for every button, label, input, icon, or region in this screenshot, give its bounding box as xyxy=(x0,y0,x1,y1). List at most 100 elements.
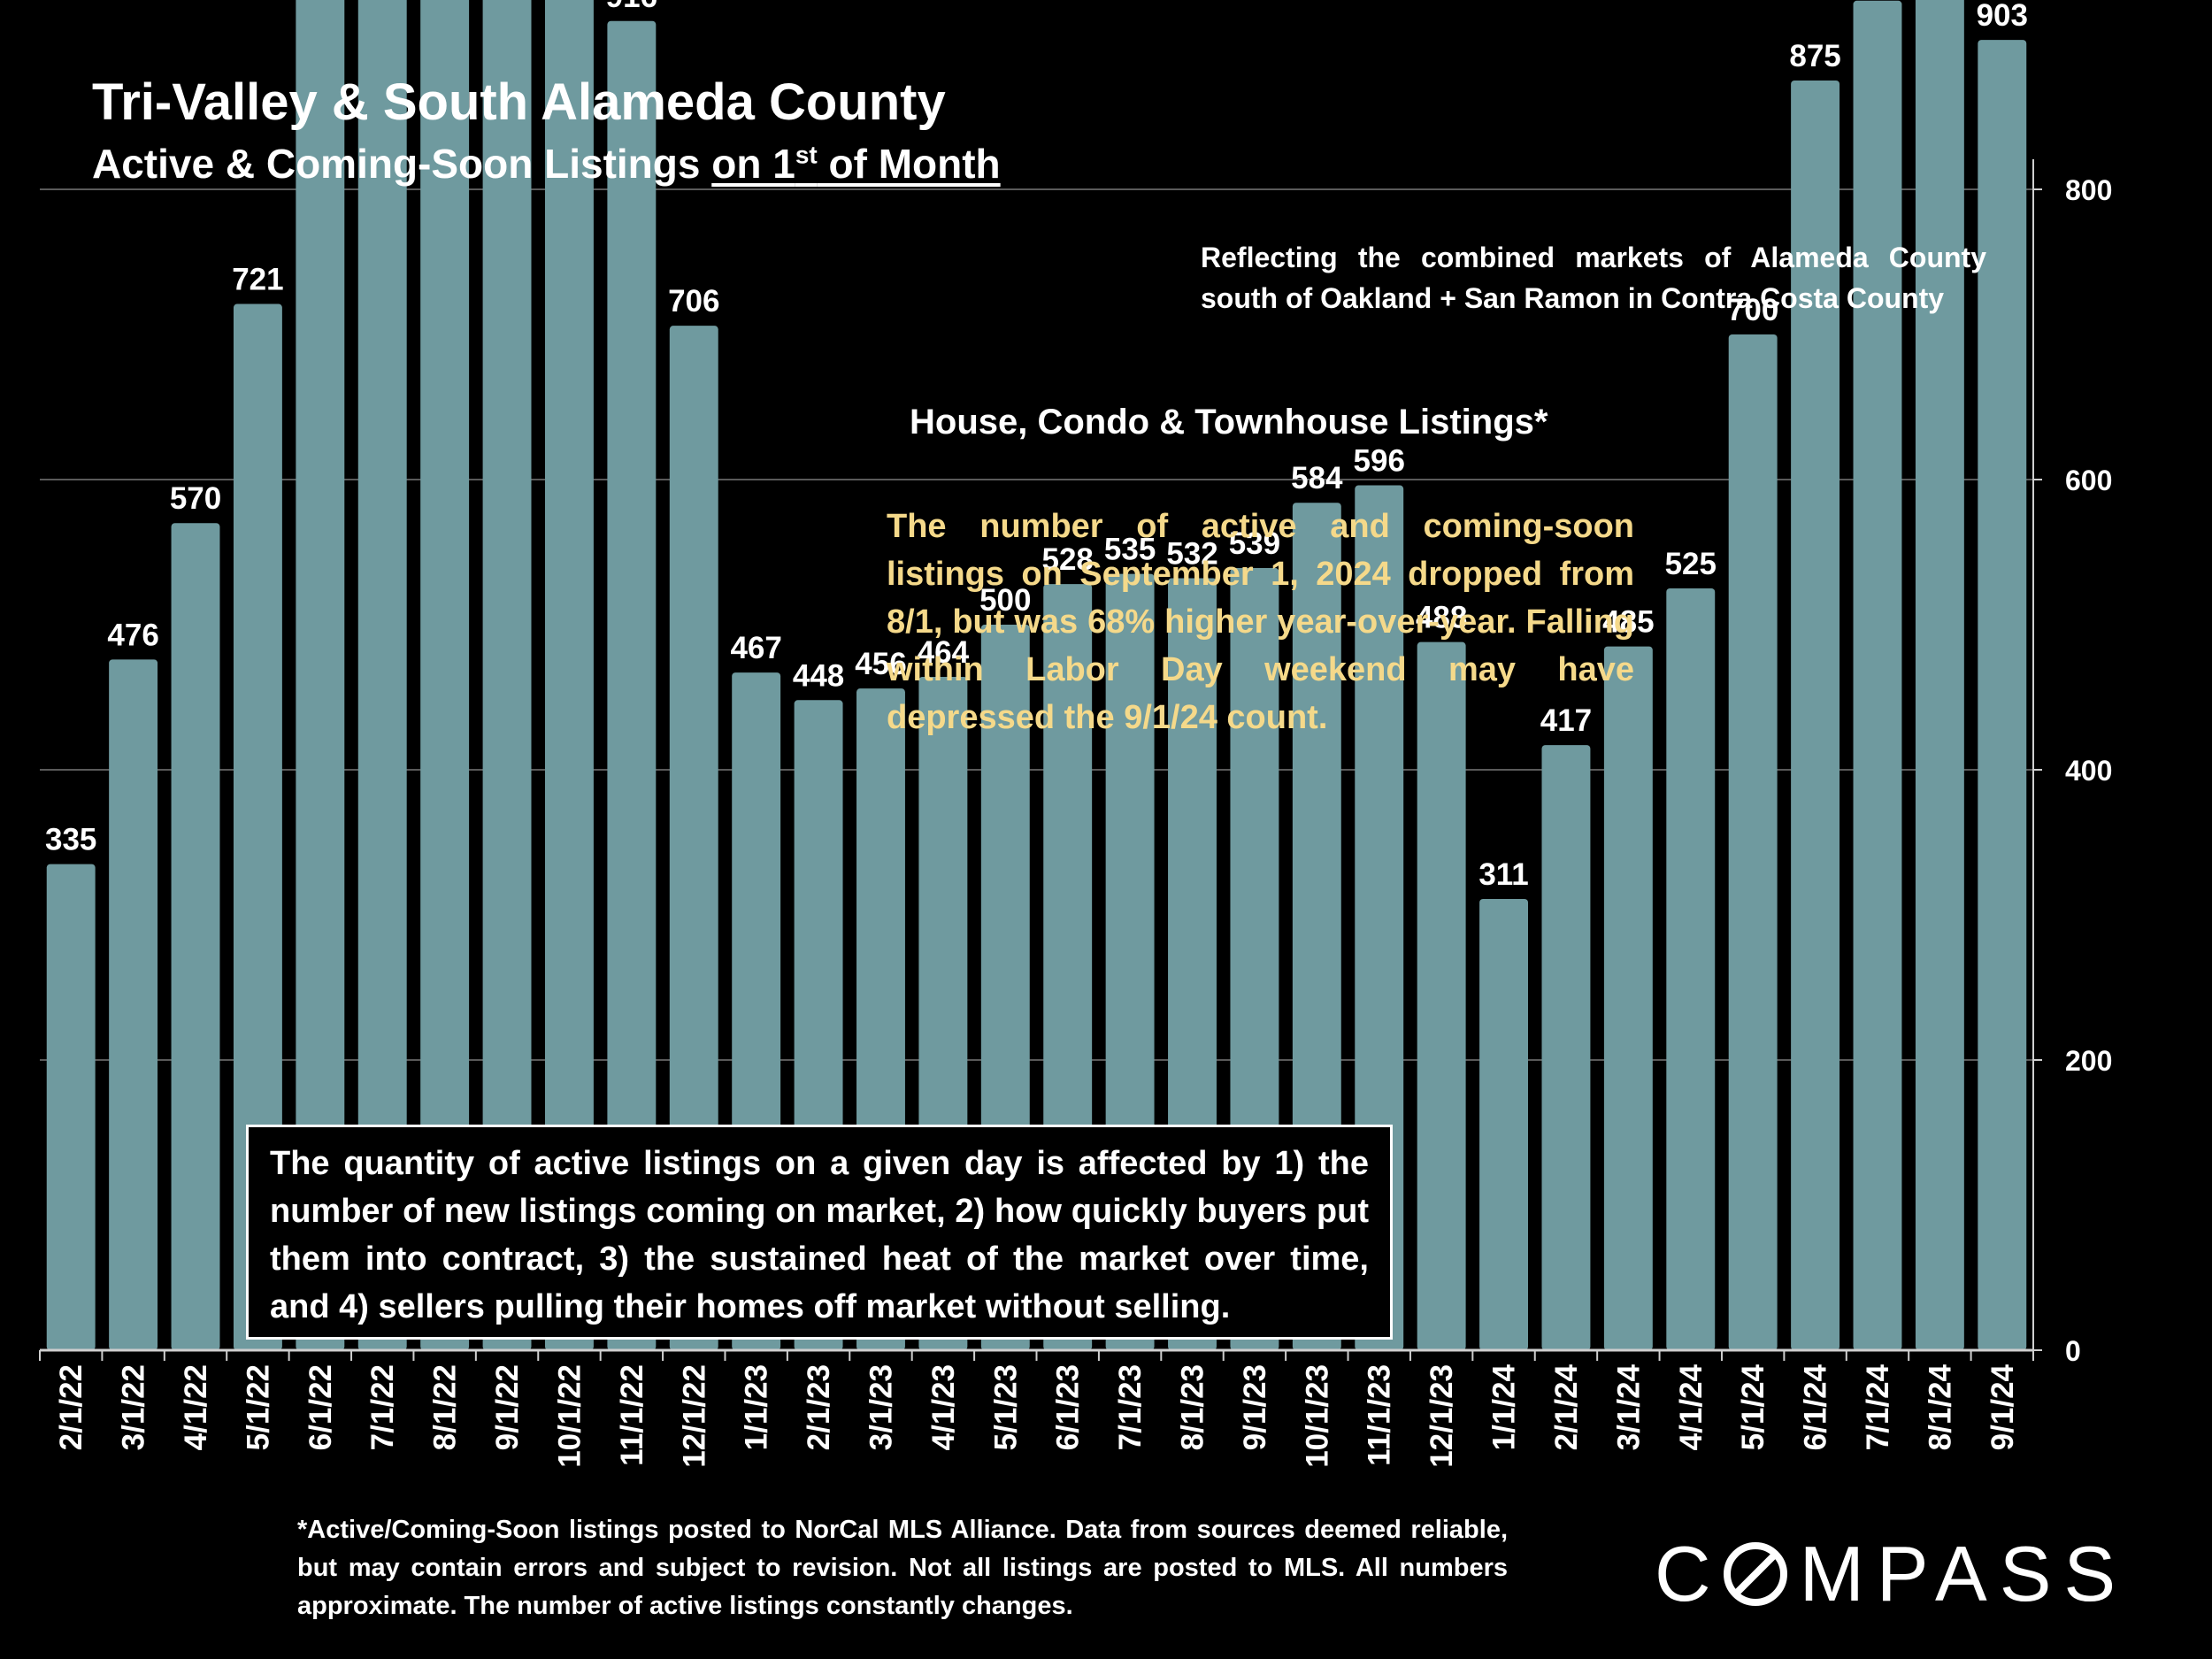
data-label: 584 xyxy=(1291,461,1343,495)
data-label: 596 xyxy=(1354,444,1405,479)
y-tick-label: 800 xyxy=(2065,174,2112,206)
subtitle-prefix: Active & Coming-Soon Listings xyxy=(92,141,712,187)
data-label: 500 xyxy=(979,583,1031,618)
bar xyxy=(669,326,718,1350)
bar xyxy=(296,0,345,1350)
x-tick-label: 7/1/23 xyxy=(1113,1364,1148,1450)
data-label: 875 xyxy=(1789,39,1840,73)
footnote: *Active/Coming-Soon listings posted to N… xyxy=(297,1516,1508,1620)
bar xyxy=(1479,898,1529,1350)
x-tick-label: 9/1/23 xyxy=(1238,1364,1272,1450)
bar xyxy=(1666,588,1716,1350)
x-tick-label: 2/1/24 xyxy=(1549,1363,1584,1450)
x-tick-label: 1/1/23 xyxy=(740,1364,774,1450)
data-label: 488 xyxy=(1416,601,1467,635)
subtitle-superscript: st xyxy=(795,141,818,169)
data-label: 464 xyxy=(918,635,970,670)
data-labels: 3354765707211,0581,3701,4391,1541,072916… xyxy=(45,0,2028,892)
chart-series-title: House, Condo & Townhouse Listings* xyxy=(910,403,1548,442)
x-tick-label: 6/1/22 xyxy=(303,1364,338,1450)
x-tick-label: 11/1/22 xyxy=(615,1364,649,1466)
x-tick-label: 5/1/24 xyxy=(1736,1363,1770,1450)
bar xyxy=(46,864,96,1350)
bar xyxy=(1915,0,1964,1350)
data-label: 570 xyxy=(170,481,221,516)
x-tick-label: 2/1/23 xyxy=(802,1364,836,1450)
data-label: 721 xyxy=(232,263,283,297)
x-tick-label: 4/1/22 xyxy=(179,1364,213,1450)
data-label: 706 xyxy=(668,284,719,319)
data-label: 335 xyxy=(45,823,96,857)
subtitle-underlined-pre: on 1 xyxy=(711,141,795,187)
x-tick-label: 9/1/22 xyxy=(490,1364,525,1450)
explanation-box: The quantity of active listings on a giv… xyxy=(246,1125,1393,1340)
data-label: 525 xyxy=(1665,547,1717,581)
bar xyxy=(1417,641,1466,1350)
x-tick-label: 3/1/24 xyxy=(1611,1363,1646,1450)
x-tick-label: 2/1/22 xyxy=(54,1364,88,1450)
compass-logo: C MPASS xyxy=(1655,1529,2128,1619)
bar xyxy=(171,523,220,1350)
data-label: 916 xyxy=(606,0,657,14)
bar xyxy=(544,0,594,1350)
subtitle-underlined-post: of Month xyxy=(817,141,1001,187)
data-label: 700 xyxy=(1727,293,1778,327)
bar xyxy=(1728,334,1778,1350)
bar xyxy=(1853,0,1902,1350)
bar xyxy=(420,0,470,1350)
data-label: 528 xyxy=(1042,542,1094,577)
y-tick-label: 0 xyxy=(2065,1335,2081,1367)
data-label: 456 xyxy=(855,647,906,681)
data-label: 535 xyxy=(1104,533,1156,567)
x-tick-label: 3/1/22 xyxy=(117,1364,151,1450)
chart-main-title: Tri-Valley & South Alameda County xyxy=(92,73,946,131)
bar xyxy=(607,20,657,1350)
data-label: 903 xyxy=(1977,0,2028,33)
logo-letter-c: C xyxy=(1655,1530,1724,1617)
subtitle-underlined: on 1st of Month xyxy=(711,141,1000,187)
x-tick-label: 8/1/23 xyxy=(1176,1364,1210,1450)
bar xyxy=(357,0,407,1350)
x-tick-label: 8/1/24 xyxy=(1923,1363,1957,1450)
market-coverage-note: Reflecting the combined markets of Alame… xyxy=(1201,242,1986,314)
x-tick-label: 6/1/24 xyxy=(1799,1363,1833,1450)
data-label: 539 xyxy=(1229,526,1280,561)
bar xyxy=(233,303,282,1350)
x-tick-label: 4/1/24 xyxy=(1674,1363,1709,1450)
x-tick-label: 11/1/23 xyxy=(1363,1364,1397,1466)
bar xyxy=(1603,646,1653,1350)
data-label: 311 xyxy=(1479,857,1528,892)
data-label: 448 xyxy=(793,658,844,693)
x-tick-label: 3/1/23 xyxy=(864,1364,898,1450)
logo-o-icon xyxy=(1723,1542,1787,1606)
logo-letters-rest: MPASS xyxy=(1799,1530,2129,1617)
x-tick-label: 7/1/24 xyxy=(1861,1363,1895,1450)
highlight-annotation: The number of active and coming-soon lis… xyxy=(887,508,1634,736)
bar xyxy=(482,0,532,1350)
x-tick-label: 4/1/23 xyxy=(926,1364,961,1450)
x-tick-label: 12/1/22 xyxy=(677,1364,711,1468)
x-tick-label: 9/1/24 xyxy=(1985,1363,2020,1450)
x-tick-label: 12/1/23 xyxy=(1425,1364,1459,1468)
chart-subtitle: Active & Coming-Soon Listings on 1st of … xyxy=(92,140,1001,188)
x-tick-label: 7/1/22 xyxy=(365,1364,400,1450)
bar xyxy=(1978,40,2027,1351)
x-tick-label: 5/1/23 xyxy=(988,1364,1023,1450)
axes: 02004006008001,0001,2001,4002/1/223/1/22… xyxy=(39,159,2112,1468)
data-label: 485 xyxy=(1602,605,1654,640)
x-tick-label: 10/1/22 xyxy=(552,1364,587,1468)
data-label: 532 xyxy=(1166,537,1217,572)
x-tick-label: 6/1/23 xyxy=(1051,1364,1086,1450)
y-tick-label: 200 xyxy=(2065,1045,2112,1077)
y-tick-label: 600 xyxy=(2065,465,2112,496)
bar xyxy=(1541,745,1591,1350)
bar xyxy=(1791,81,1840,1350)
data-label: 467 xyxy=(730,631,781,665)
data-label: 476 xyxy=(107,618,158,652)
x-tick-label: 10/1/23 xyxy=(1300,1364,1334,1468)
x-tick-label: 5/1/22 xyxy=(241,1364,275,1450)
y-tick-label: 400 xyxy=(2065,755,2112,787)
data-label: 417 xyxy=(1540,703,1592,738)
bar xyxy=(109,659,158,1350)
x-tick-label: 8/1/22 xyxy=(428,1364,463,1450)
